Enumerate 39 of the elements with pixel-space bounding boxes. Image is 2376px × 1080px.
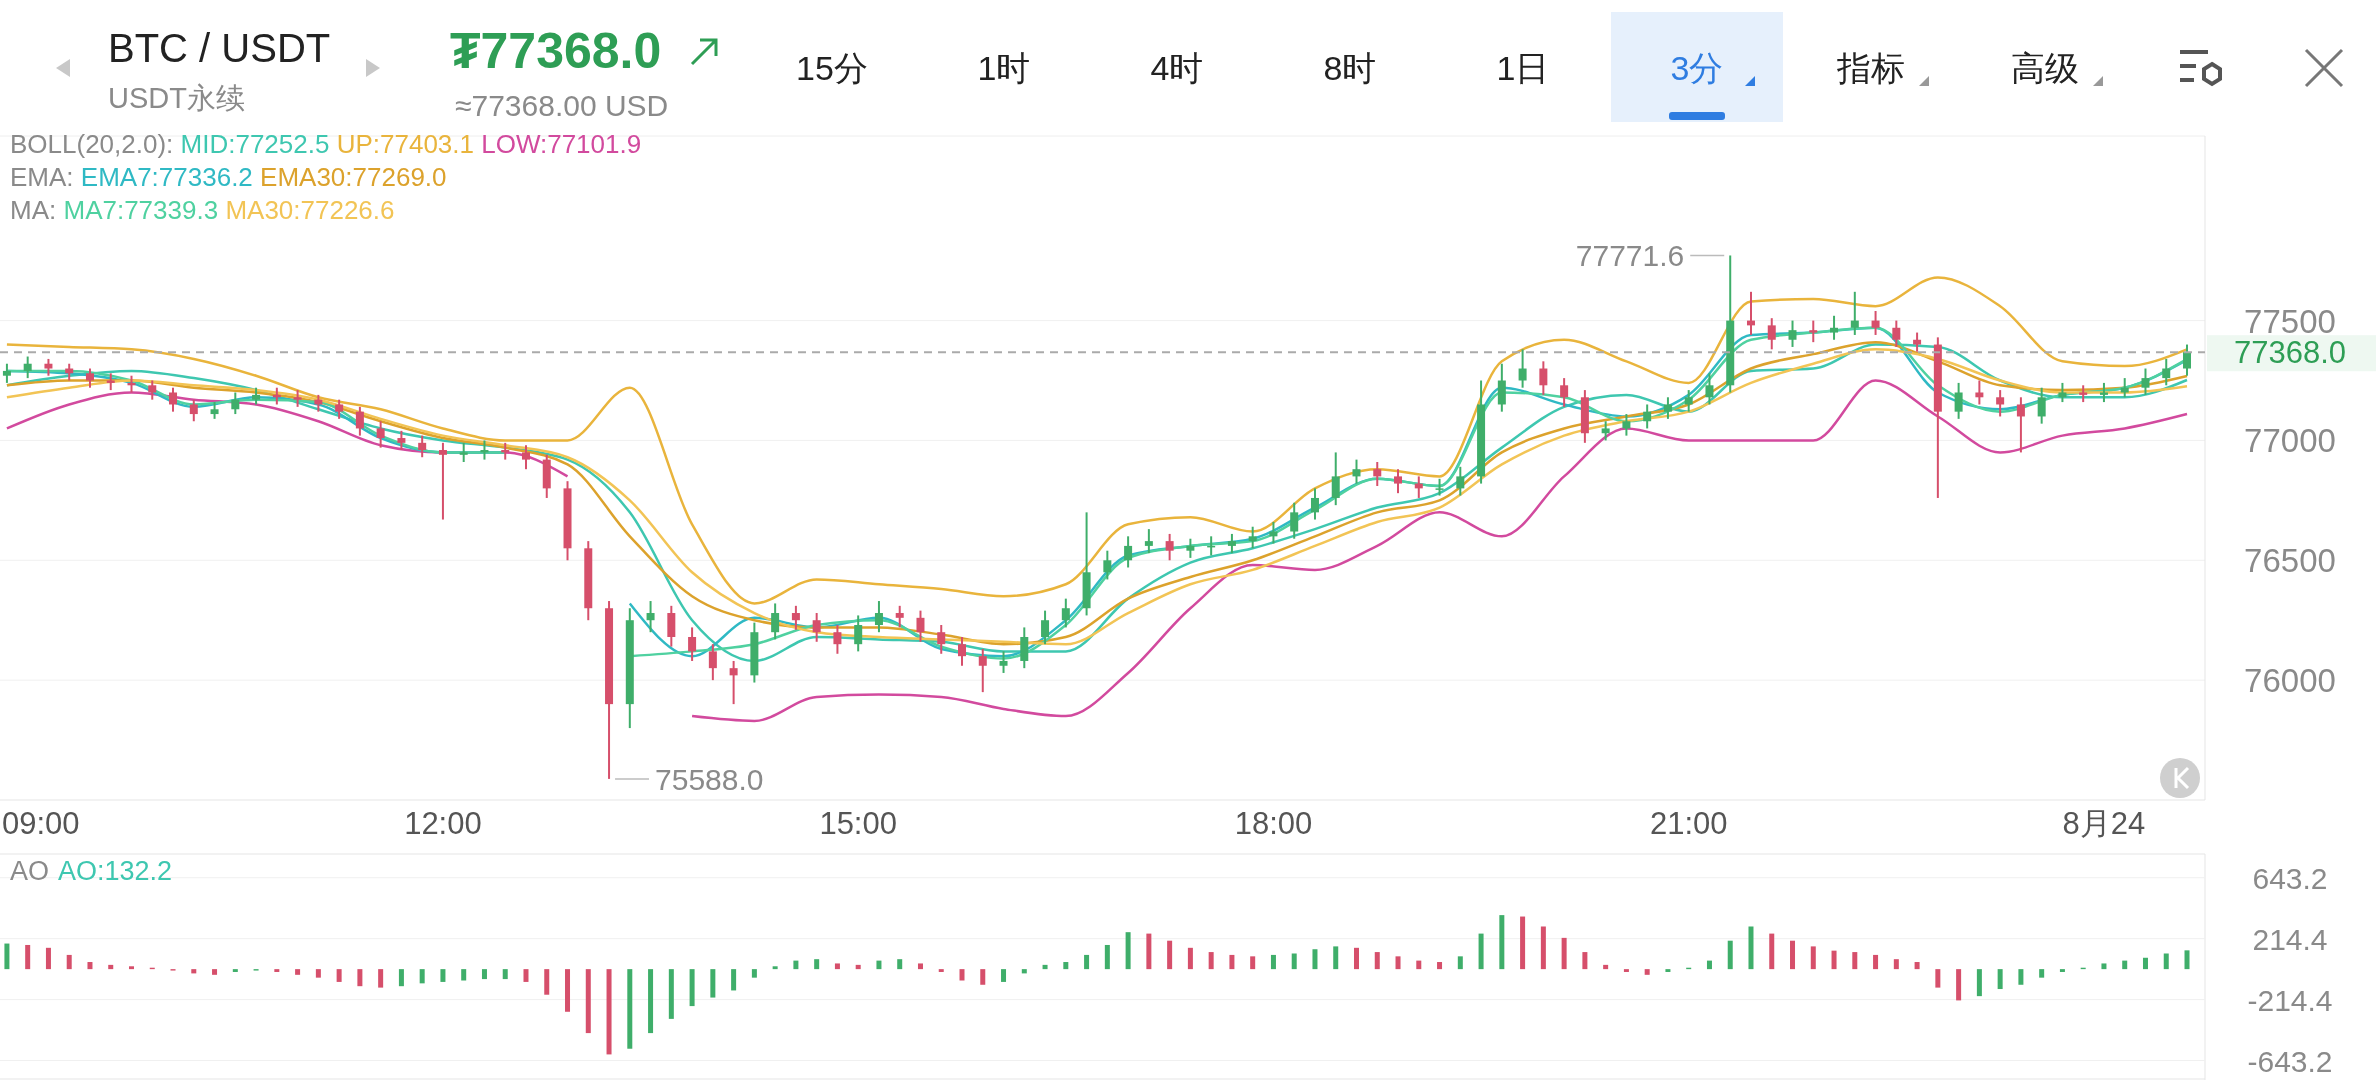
annotation: AO:132.2 xyxy=(58,856,173,886)
y-tick-label: 77000 xyxy=(2244,422,2336,460)
text: BTC / USDT xyxy=(108,26,331,70)
y-tick-label: -643.2 xyxy=(2247,1044,2333,1078)
text: 高级 xyxy=(2011,49,2079,87)
y-tick-label: 214.4 xyxy=(2252,922,2328,956)
annotation: MA: xyxy=(10,195,64,225)
x-tick-label: 21:00 xyxy=(1649,806,1728,841)
text: 15分 xyxy=(796,49,868,87)
text: 8时 xyxy=(1323,49,1377,87)
x-tick-label: 8月24 xyxy=(2062,806,2146,841)
text: EMA7:77336.2 xyxy=(80,162,261,192)
annotation: BOLL(20,2.0): xyxy=(10,129,181,159)
y-tick-label: 76500 xyxy=(2244,542,2336,580)
y-tick-label: -214.4 xyxy=(2247,983,2333,1017)
text: 4时 xyxy=(1150,49,1204,87)
text: ₮77368.0 xyxy=(450,23,662,79)
annotation: EMA: xyxy=(10,162,81,192)
annotation: 75588.0 xyxy=(655,762,764,796)
text: 1时 xyxy=(977,49,1031,87)
annotation: AO xyxy=(10,856,50,886)
annotation: 77771.6 xyxy=(1575,239,1685,273)
text: MA7:77339.3 xyxy=(63,195,226,225)
text: ≈77368.00 USD xyxy=(455,89,669,122)
text: USDT永续 xyxy=(108,82,245,114)
text: MID:77252.5 xyxy=(180,129,337,159)
x-tick-label: 15:00 xyxy=(819,806,897,841)
y-tick-label: 76000 xyxy=(2244,662,2336,700)
text: EMA30:77269.0 xyxy=(260,162,447,192)
y-tick-label: 643.2 xyxy=(2252,861,2328,895)
text: 3分 xyxy=(1670,49,1724,87)
x-tick-label: 18:00 xyxy=(1234,806,1313,841)
x-tick-label: 12:00 xyxy=(404,806,482,841)
text: MA30:77226.6 xyxy=(225,195,395,225)
x-tick-label: 09:00 xyxy=(2,806,80,841)
text: UP:77403.1 xyxy=(336,129,482,159)
text: 指标 xyxy=(1836,49,1905,87)
text: 1日 xyxy=(1496,49,1550,87)
text: LOW:77101.9 xyxy=(481,129,642,159)
